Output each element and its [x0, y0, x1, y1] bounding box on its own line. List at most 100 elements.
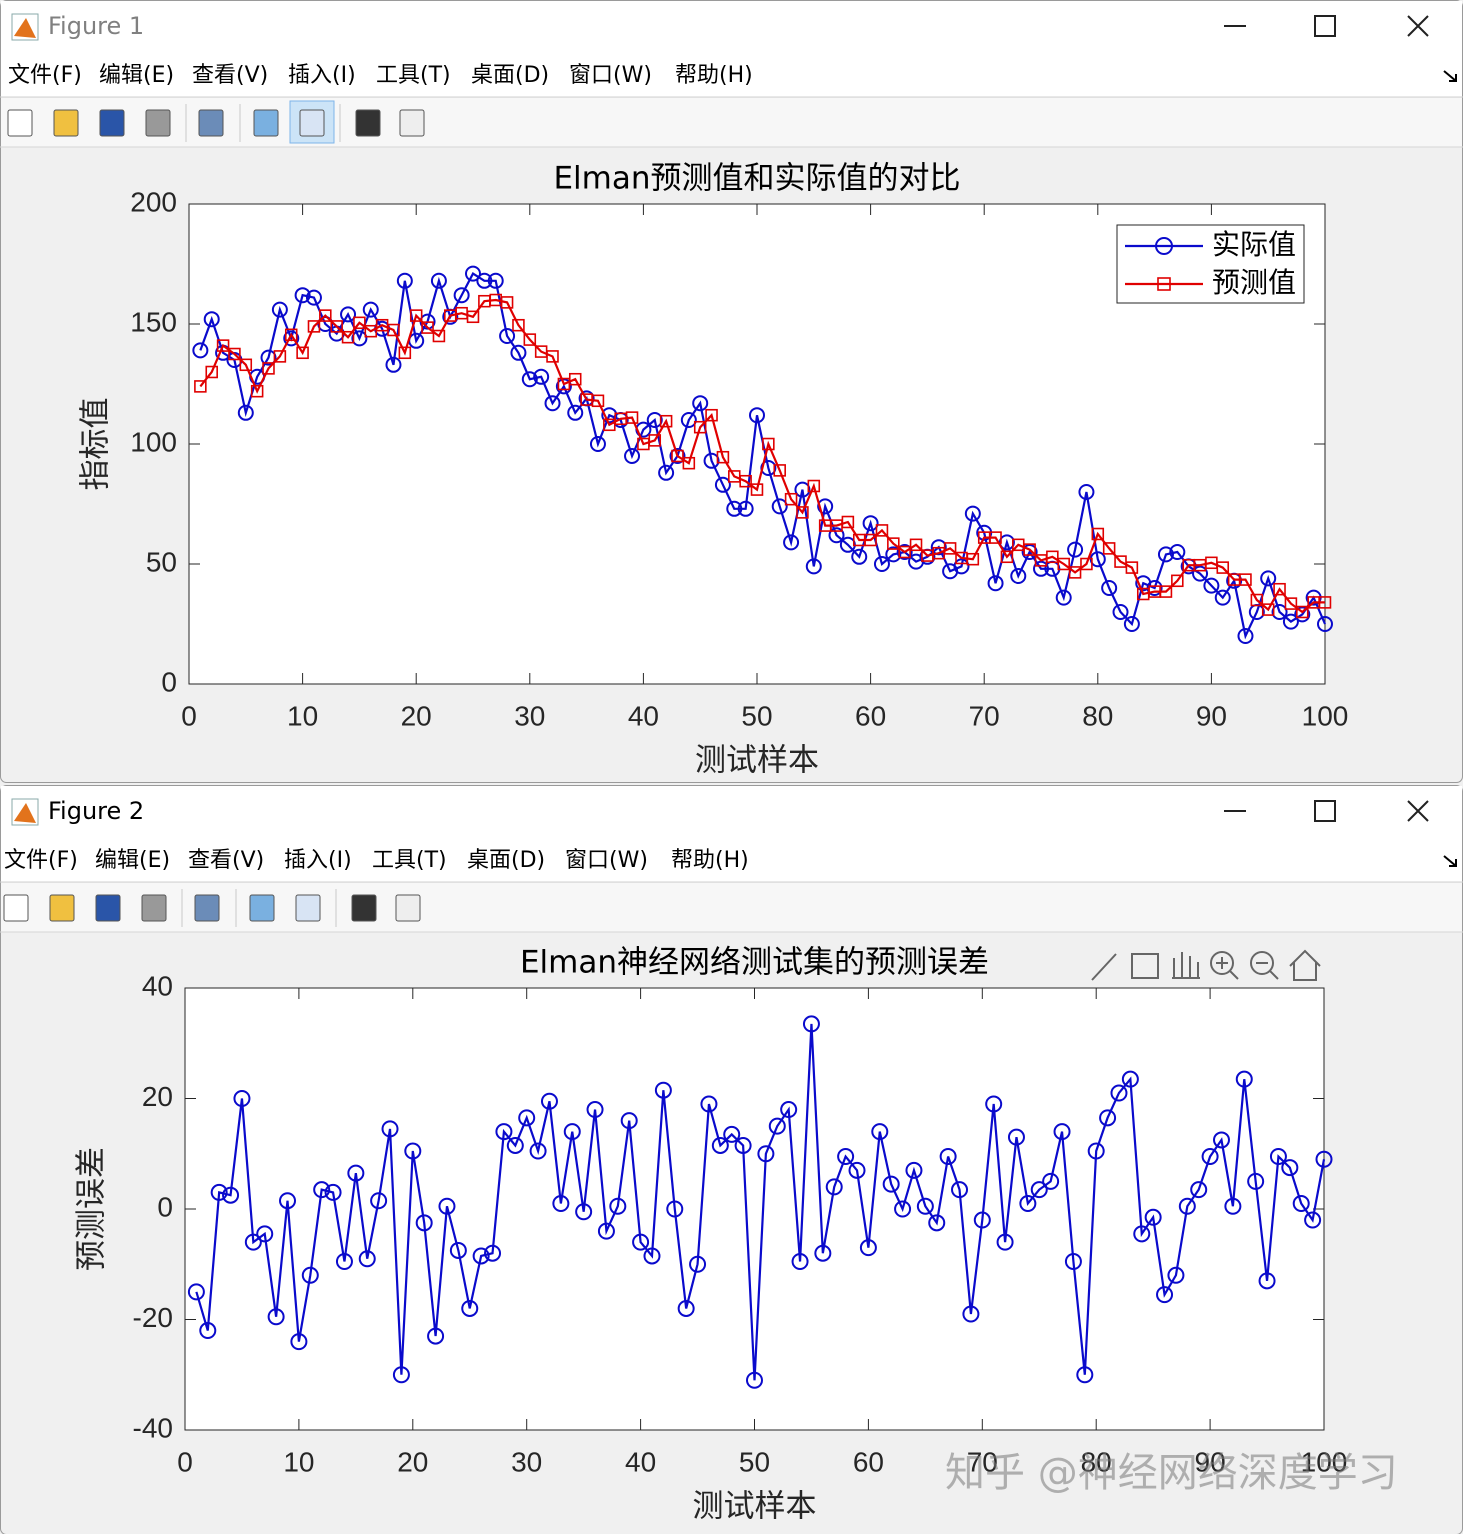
- marker: [284, 328, 298, 342]
- marker: [692, 395, 709, 412]
- marker: [966, 552, 980, 566]
- menu-item[interactable]: 工具(T): [376, 63, 451, 88]
- marker: [518, 1109, 536, 1127]
- dock-arrow[interactable]: [1443, 70, 1457, 82]
- marker: [864, 533, 877, 547]
- marker: [1007, 1128, 1025, 1146]
- datatip-tool[interactable]: [1131, 953, 1159, 979]
- tool-button[interactable]: [299, 109, 325, 137]
- pan-tool[interactable]: [1172, 952, 1200, 979]
- marker: [1030, 1181, 1048, 1199]
- menu-item[interactable]: 工具(T): [372, 848, 447, 873]
- app-icon-shape: [14, 18, 36, 38]
- legend-box: [1116, 224, 1305, 304]
- menu-item[interactable]: 查看(V): [192, 63, 268, 88]
- menu-item[interactable]: 桌面(D): [467, 848, 545, 873]
- zoom-out-tool[interactable]: [1250, 951, 1274, 975]
- tool-button[interactable]: [253, 109, 279, 137]
- menu-item[interactable]: 窗口(W): [565, 848, 648, 873]
- marker: [591, 394, 605, 408]
- marker: [256, 1225, 274, 1243]
- marker: [885, 546, 902, 563]
- y-tick-label: 20: [142, 1081, 173, 1112]
- tool-button[interactable]: [395, 894, 421, 922]
- marker: [575, 1203, 593, 1221]
- marker: [239, 358, 253, 372]
- marker: [1216, 561, 1230, 574]
- marker: [495, 1123, 513, 1141]
- marker: [646, 412, 663, 428]
- marker: [512, 318, 525, 332]
- tool-button[interactable]: [249, 894, 275, 922]
- tool-button[interactable]: [3, 894, 29, 922]
- axes-box: [188, 203, 1326, 685]
- home-tool[interactable]: [1289, 949, 1321, 981]
- menu-item[interactable]: 窗口(W): [569, 63, 652, 88]
- marker: [335, 1252, 353, 1270]
- menu-item[interactable]: 编辑(E): [99, 63, 174, 88]
- x-tick-label: 60: [855, 700, 886, 731]
- menu-item[interactable]: 文件(F): [8, 63, 82, 88]
- marker: [1261, 603, 1275, 616]
- brush-tool[interactable]: [1091, 953, 1117, 981]
- menu-item[interactable]: 编辑(E): [95, 848, 170, 873]
- marker: [1250, 593, 1264, 607]
- tool-button[interactable]: [399, 109, 425, 137]
- marker: [693, 420, 707, 434]
- marker: [705, 408, 718, 422]
- marker: [746, 1371, 763, 1389]
- tool-button[interactable]: [49, 894, 75, 922]
- menu-bar: [1, 837, 1462, 882]
- marker: [1125, 561, 1139, 574]
- tool-button[interactable]: [141, 894, 167, 922]
- tool-button[interactable]: [355, 109, 381, 137]
- dock-arrow[interactable]: [1443, 855, 1457, 867]
- menu-item[interactable]: 帮助(H): [675, 63, 753, 88]
- tool-button[interactable]: [95, 894, 121, 922]
- marker: [1214, 589, 1231, 606]
- marker: [625, 411, 639, 424]
- marker: [396, 272, 413, 289]
- menu-item[interactable]: 查看(V): [188, 848, 264, 873]
- marker: [1260, 570, 1277, 587]
- tool-button[interactable]: [351, 894, 377, 922]
- marker: [1271, 604, 1288, 620]
- tool-button[interactable]: [198, 109, 224, 137]
- marker: [1156, 1286, 1174, 1304]
- marker: [1157, 546, 1174, 563]
- maximize-button[interactable]: [1314, 800, 1336, 822]
- zoom-in-tool[interactable]: [1210, 951, 1234, 975]
- x-tick-label: 10: [283, 1446, 314, 1477]
- marker: [643, 1247, 661, 1265]
- tool-button[interactable]: [7, 109, 33, 137]
- marker: [244, 1233, 262, 1251]
- marker: [430, 272, 447, 289]
- close-button[interactable]: [1407, 800, 1429, 822]
- marker: [1064, 1252, 1082, 1270]
- marker: [734, 1136, 752, 1154]
- menu-item[interactable]: 桌面(D): [471, 63, 549, 88]
- marker: [666, 1200, 684, 1218]
- menu-item[interactable]: 帮助(H): [671, 848, 749, 873]
- x-tick-label: 70: [969, 700, 1000, 731]
- tool-button[interactable]: [194, 894, 220, 922]
- marker: [1237, 628, 1254, 644]
- close-button[interactable]: [1407, 15, 1429, 37]
- marker: [404, 1142, 422, 1160]
- tool-button[interactable]: [295, 894, 321, 922]
- marker: [210, 1183, 228, 1201]
- menu-item[interactable]: 插入(I): [284, 848, 352, 873]
- marker: [951, 1181, 969, 1199]
- tool-button[interactable]: [53, 109, 79, 137]
- series-line: [195, 1023, 1326, 1381]
- marker: [750, 483, 764, 496]
- tool-button[interactable]: [145, 109, 171, 137]
- maximize-button[interactable]: [1314, 15, 1336, 37]
- tool-button[interactable]: [99, 109, 125, 137]
- marker: [1192, 565, 1209, 582]
- menu-item[interactable]: 文件(F): [4, 848, 78, 873]
- menu-item[interactable]: 插入(I): [288, 63, 356, 88]
- marker: [533, 368, 550, 385]
